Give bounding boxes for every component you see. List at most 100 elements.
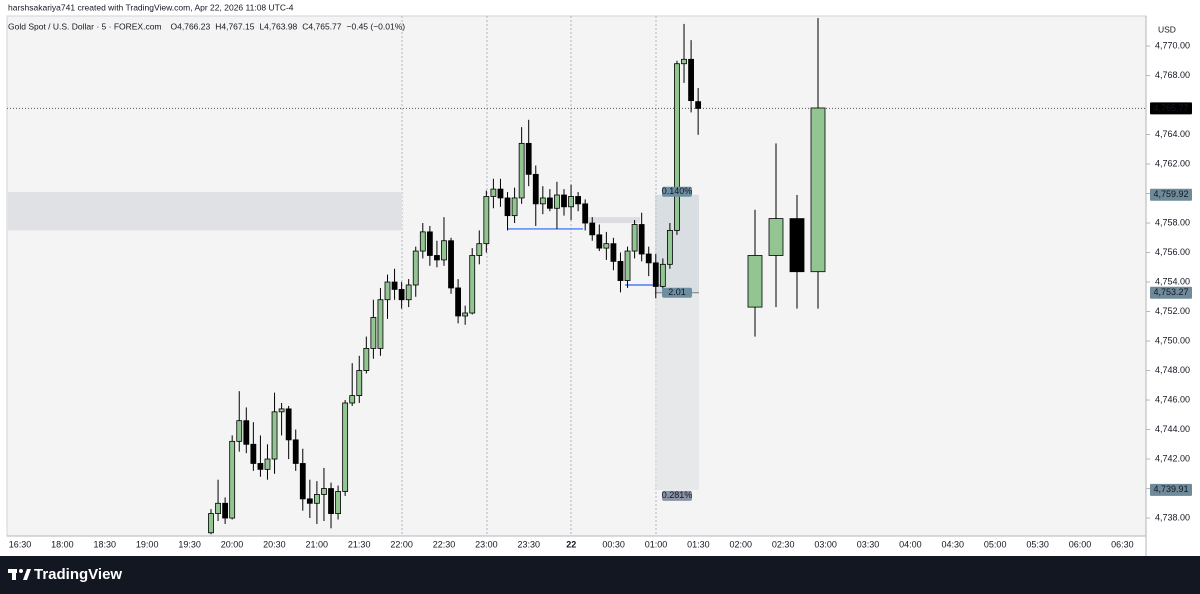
x-tick-label: 23:00 bbox=[475, 539, 498, 549]
candle-body bbox=[448, 240, 454, 289]
candle-body bbox=[645, 253, 652, 264]
price-marker-label: 4,753.27 bbox=[1153, 287, 1188, 297]
position-label: 0.140% bbox=[662, 186, 692, 197]
candle-body bbox=[462, 312, 469, 317]
candle-body bbox=[490, 188, 497, 197]
x-tick-label: 20:00 bbox=[221, 539, 244, 549]
position-label-text: 2.01 bbox=[668, 287, 686, 297]
candle-body bbox=[229, 440, 236, 519]
position-label-bg bbox=[662, 186, 692, 197]
candle-body bbox=[236, 420, 243, 442]
candle-body bbox=[638, 224, 645, 255]
candle-body bbox=[441, 240, 447, 261]
candle-body bbox=[405, 284, 412, 301]
y-tick-label: 4,754.00 bbox=[1155, 276, 1190, 286]
candle-body bbox=[328, 488, 334, 515]
x-tick-label: 06:30 bbox=[1111, 539, 1134, 549]
y-tick-label: 4,744.00 bbox=[1155, 424, 1190, 434]
candle-body bbox=[370, 317, 377, 349]
candle-body bbox=[292, 439, 299, 464]
legend-text: C4,765.77 bbox=[302, 21, 341, 31]
y-tick-label: 4,752.00 bbox=[1155, 306, 1190, 316]
x-tick-label: 02:00 bbox=[730, 539, 753, 549]
candle-body bbox=[659, 263, 666, 287]
candle-body bbox=[356, 370, 363, 397]
y-tick-label: 4,758.00 bbox=[1155, 217, 1190, 227]
candle-body bbox=[257, 463, 264, 470]
candle-body bbox=[243, 420, 250, 445]
candle-body bbox=[539, 197, 546, 205]
candle-body bbox=[426, 231, 433, 256]
x-tick-label: 03:00 bbox=[814, 539, 837, 549]
candle-body bbox=[497, 188, 504, 199]
position-label-text: 0.281% bbox=[662, 490, 693, 500]
x-tick-label: 04:00 bbox=[899, 539, 922, 549]
candle-body bbox=[768, 218, 784, 256]
y-tick-label: 4,742.00 bbox=[1155, 453, 1190, 463]
x-tick-label: 01:30 bbox=[687, 539, 710, 549]
candle-body bbox=[208, 513, 214, 534]
candle-body bbox=[321, 488, 327, 495]
candle-body bbox=[434, 255, 440, 261]
x-tick-label: 19:00 bbox=[136, 539, 159, 549]
y-tick-label: 4,748.00 bbox=[1155, 365, 1190, 375]
x-tick-label: 16:30 bbox=[9, 539, 32, 549]
candle-body bbox=[342, 402, 349, 492]
zone bbox=[8, 192, 402, 231]
y-tick-label: 4,764.00 bbox=[1155, 129, 1190, 139]
candle-body bbox=[688, 58, 694, 102]
candle-body bbox=[674, 63, 680, 231]
candle-body bbox=[652, 262, 659, 287]
x-tick-label: 02:30 bbox=[772, 539, 795, 549]
footer bbox=[0, 556, 1200, 594]
candle-body bbox=[810, 107, 826, 273]
candle-body bbox=[747, 255, 763, 308]
candle-body bbox=[603, 243, 610, 249]
price-marker bbox=[1150, 483, 1192, 496]
stop-zone bbox=[655, 292, 699, 490]
legend-text: H4,767.15 bbox=[215, 21, 254, 31]
candle-body bbox=[695, 101, 702, 109]
candle-body bbox=[215, 502, 221, 515]
candle-body bbox=[789, 218, 805, 273]
brand: TradingView bbox=[34, 566, 122, 583]
candle-body bbox=[511, 197, 518, 217]
price-marker bbox=[1150, 286, 1192, 299]
candle-body bbox=[575, 196, 582, 205]
price-marker bbox=[1150, 188, 1192, 201]
currency: USD bbox=[1158, 24, 1176, 34]
x-tick-label: 05:00 bbox=[984, 539, 1007, 549]
y-tick-label: 4,756.00 bbox=[1155, 247, 1190, 257]
candle-body bbox=[391, 281, 398, 290]
x-tick-label: 06:00 bbox=[1069, 539, 1092, 549]
candle-body bbox=[299, 463, 306, 500]
candle-body bbox=[546, 197, 553, 209]
candle-body bbox=[384, 281, 391, 301]
candle-body bbox=[589, 222, 596, 236]
y-tick-label: 4,746.00 bbox=[1155, 394, 1190, 404]
price-marker-label: 4,739.91 bbox=[1153, 484, 1188, 494]
candle-body bbox=[285, 408, 292, 441]
x-tick-label: 19:30 bbox=[178, 539, 201, 549]
logo bbox=[8, 569, 31, 580]
zone bbox=[583, 217, 640, 224]
position-label: 2.01 bbox=[662, 287, 692, 298]
candle-body bbox=[476, 243, 483, 256]
x-tick-label: 20:30 bbox=[263, 539, 286, 549]
candle-body bbox=[412, 250, 419, 286]
legend-text: L4,763.98 bbox=[259, 21, 297, 31]
candle-body bbox=[617, 260, 624, 281]
candle-body bbox=[532, 173, 539, 205]
x-tick-label: 22:00 bbox=[390, 539, 413, 549]
candle-body bbox=[518, 142, 525, 199]
x-tick-label: 04:30 bbox=[942, 539, 965, 549]
candle-body bbox=[271, 411, 278, 460]
candle-body bbox=[313, 494, 320, 504]
candle-body bbox=[681, 58, 687, 65]
candle-body bbox=[631, 224, 638, 252]
y-tick-label: 4,770.00 bbox=[1155, 40, 1190, 50]
candle-body bbox=[469, 255, 476, 314]
candle-body bbox=[278, 408, 285, 413]
